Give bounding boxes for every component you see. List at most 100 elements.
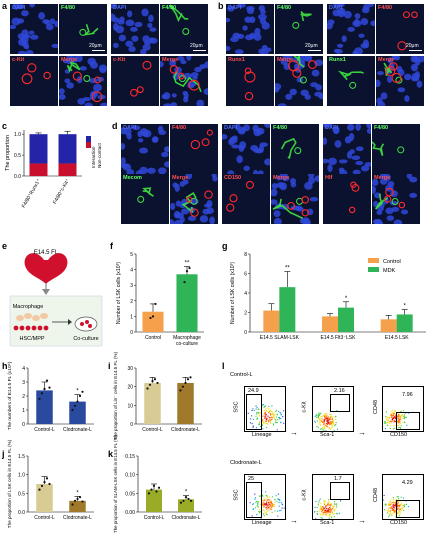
micrograph-label: Mecom: [123, 175, 142, 181]
micrograph-b-2: F4/80: [275, 4, 323, 54]
flow-row-title: Control-L: [230, 372, 253, 378]
flow-y-axis-label: CD48: [373, 487, 380, 503]
bar: [263, 310, 280, 332]
flow-x-axis-label: Sca-1: [320, 432, 335, 438]
data-point: [40, 484, 44, 487]
data-point: [184, 495, 188, 499]
bar: [279, 287, 296, 332]
scale-bar: [193, 50, 206, 51]
panel-d-letter: d: [112, 121, 118, 131]
micrograph-label: DAPI: [123, 125, 137, 131]
micrograph-label: F4/80: [374, 125, 389, 131]
legend-label: Control: [383, 259, 401, 265]
flow-x-axis-label: Lineage: [252, 432, 272, 438]
hsc-label: HSC/MPP: [19, 336, 44, 342]
micrograph-d-6: F4/80: [372, 124, 420, 174]
bar-segment: [29, 163, 48, 176]
significance-stars: **: [185, 260, 190, 266]
bar: [36, 390, 53, 424]
flow-plot: [312, 386, 354, 432]
legend-label: MDK: [383, 268, 396, 274]
data-point: [43, 481, 46, 484]
bar-segment: [58, 163, 77, 176]
x-tick-label: Control-L: [34, 427, 55, 433]
micrograph-d-2: F4/80: [170, 124, 218, 174]
flow-gate: [246, 482, 262, 518]
data-point: [186, 378, 190, 381]
micrograph-a-7: c-Kit: [111, 56, 159, 106]
micrograph-label: DAPI: [228, 5, 242, 11]
flow-gate: [396, 412, 420, 430]
gate-percentage: 24.9: [248, 388, 259, 394]
bar: [177, 382, 194, 424]
y-tick-label: 2: [130, 299, 133, 305]
bar-segment: [58, 134, 77, 164]
x-tick-label: F4/80⁺Runx1⁺: [21, 178, 43, 209]
y-tick-label: 0.5: [18, 491, 25, 497]
micrograph-label: F4/80: [61, 5, 76, 11]
data-point: [73, 404, 77, 407]
significance-stars: **: [285, 266, 290, 272]
micrograph-label: Merge: [378, 57, 395, 63]
fetal-liver-icon: [24, 253, 68, 295]
micrograph-a-5: c-Kit: [10, 56, 58, 106]
y-tick-label: 1.0: [14, 132, 21, 138]
y-tick-label: 2: [22, 394, 25, 400]
flow-plot: [382, 386, 424, 432]
y-tick-label: 1: [130, 314, 133, 320]
macrophage-label: Macrophage: [13, 304, 44, 310]
y-axis-label: The numbers of E14.5 FL (x10⁶): [7, 361, 13, 430]
y-tick-label: 1.5: [18, 454, 25, 460]
chart-j: 0.0 0.5 1.0 1.5 The proportion of LSK cells …: [7, 439, 94, 528]
y-tick-label: 1.0: [18, 473, 25, 479]
micrograph-a-6: Merge: [59, 56, 107, 106]
micrograph-b-4: F4/80: [376, 4, 424, 54]
micrograph-b-1: DAPI: [226, 4, 274, 54]
micrograph-label: c-Kit: [12, 57, 25, 63]
micrograph-d-7: Mecom: [121, 174, 169, 224]
legend-swatch: [368, 258, 379, 263]
x-tick-label: E14.5 LSK: [385, 335, 410, 341]
data-point: [185, 270, 189, 273]
data-point: [188, 266, 191, 270]
scale-bar-label: 20μm: [89, 43, 102, 49]
data-point: [45, 477, 49, 480]
scale-bar: [308, 50, 321, 51]
y-tick-label: 6: [244, 272, 247, 278]
panel-l-letter: l: [222, 361, 225, 371]
data-point: [179, 389, 182, 392]
data-point: [153, 378, 157, 381]
micrograph-b-8: Merge: [376, 56, 424, 106]
scale-bar-label: 20μm: [305, 43, 318, 49]
chart-i: 0 10 20 30 The proportion of Lin⁻ cells in E…: [113, 351, 202, 440]
y-tick-label: 0.0: [18, 510, 25, 516]
data-point: [147, 492, 151, 495]
y-tick-label: 4: [130, 268, 133, 274]
micrograph-a-4: F4/80: [160, 4, 208, 54]
y-tick-label: 5: [130, 252, 133, 258]
y-axis-label: The proportion of SLAM-LSK cells in E14.…: [113, 435, 118, 533]
panel-c-letter: c: [2, 121, 8, 131]
micrograph-a-1: DAPI: [10, 4, 58, 54]
x-tick-label: Control-L: [144, 515, 165, 521]
micrograph-label: DAPI: [12, 5, 26, 11]
flow-row-title: Clodronate-L: [230, 460, 262, 466]
flow-y-axis-label: CD48: [373, 399, 380, 415]
micrograph-label: F4/80: [162, 5, 177, 11]
hsc-cells: [13, 325, 49, 331]
data-point: [157, 486, 161, 489]
x-tick-label: E14.5 Flt3⁻LSK: [321, 335, 357, 341]
panel-j-letter: j: [2, 449, 5, 459]
chart-f: 0 1 2 3 4 5 Number of LSK cells (x10³) Control *…: [116, 252, 204, 347]
data-point: [181, 385, 185, 388]
micrograph-d-3: DAPI: [222, 124, 270, 174]
micrograph-d-4: F4/80: [271, 124, 319, 174]
data-point: [38, 488, 41, 491]
micrograph-label: Runx1: [228, 57, 245, 63]
data-point: [76, 497, 79, 501]
flow-x-axis-label: CD150: [390, 520, 408, 526]
coculture-label: Co-culture: [73, 336, 98, 342]
y-tick-label: 1: [22, 408, 25, 414]
panel-e-letter: e: [2, 241, 8, 251]
